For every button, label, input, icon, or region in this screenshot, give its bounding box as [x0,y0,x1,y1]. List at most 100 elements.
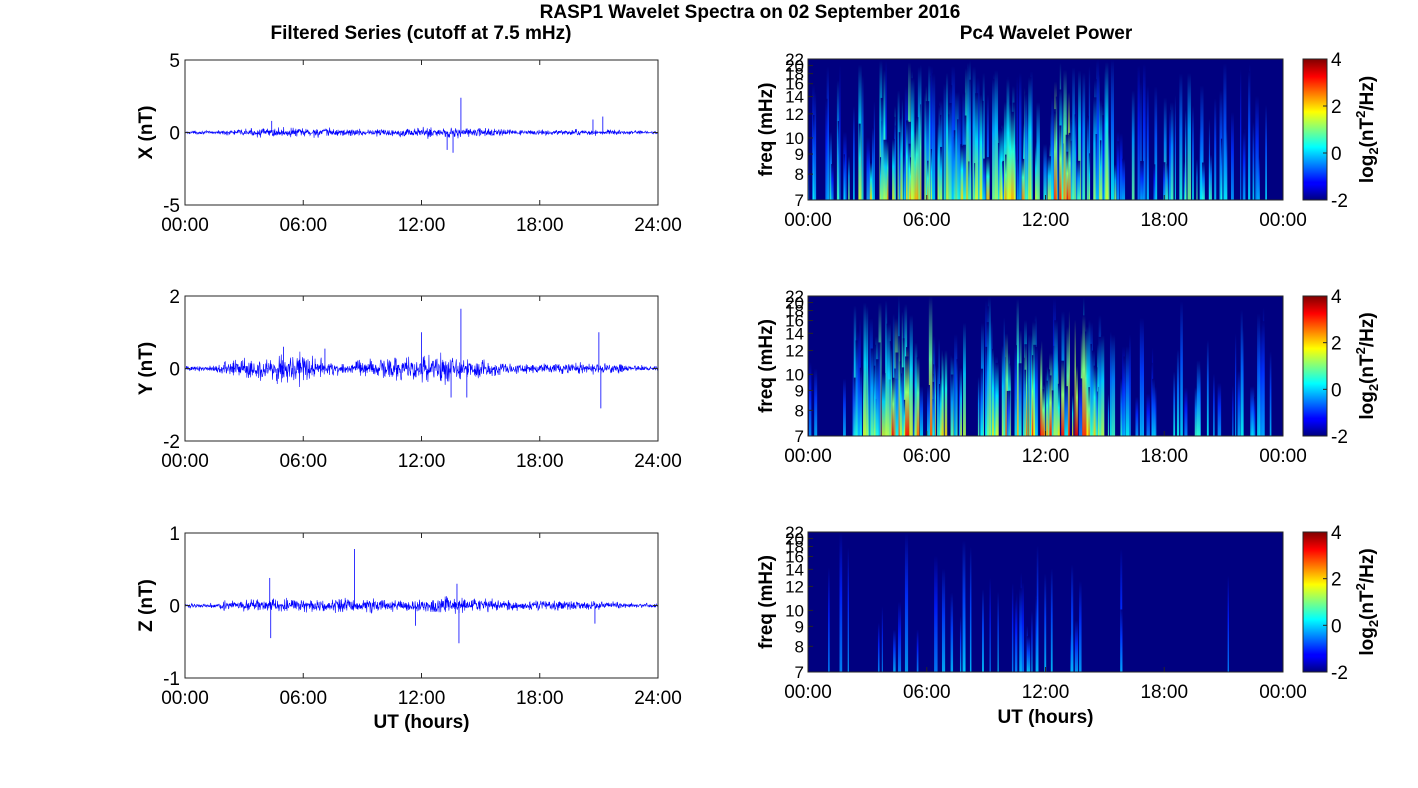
power-streak-z-198 [1011,582,1014,672]
power-streak-y-325 [1140,317,1144,436]
power-streak-y-208 [1237,370,1241,436]
y-tick-label-z-1: 0 [169,597,180,618]
power-streak-x-275 [1005,154,1007,200]
x-axis-label-right: UT (hours) [997,707,1093,728]
power-streak-y-211 [898,336,901,436]
power-streak-x-420 [928,65,931,201]
power-streak-x-254 [1255,95,1259,200]
power-streak-y-75 [1120,378,1124,436]
colorbar-tick-label-x-1: 2 [1331,97,1342,118]
freq-tick-label-z-2: 9 [795,617,804,636]
power-streak-x-257 [1208,118,1211,200]
power-streak-y-394 [1254,397,1256,436]
x-tick-label-y-2: 12:00 [398,451,446,472]
power-streak-x-424 [917,66,921,200]
power-streak-y-399 [1129,334,1131,436]
colorbar-tick-label-z-1: 2 [1331,570,1342,591]
power-streak-x-238 [1242,131,1245,200]
freq-tick-label-z-4: 12 [785,577,804,596]
power-streak-z-364 [839,532,843,672]
colorbar-tick-label-y-1: 2 [1331,334,1342,355]
power-streak-x-518 [960,145,964,200]
power-streak-x-378 [1088,153,1090,200]
power-streak-x-446 [885,60,887,200]
power-streak-y-479 [905,356,909,436]
x-tick-label-y-0: 00:00 [161,451,209,472]
power-streak-y-183 [937,365,939,436]
power-streak-y-287 [1033,344,1037,436]
colorbar-tick-label-z-3: -2 [1331,663,1348,684]
power-streak-y-454 [1107,393,1110,436]
power-streak-x-189 [1030,71,1033,200]
power-streak-x-369 [958,91,960,200]
power-streak-x-79 [1208,154,1212,200]
power-streak-y-401 [1014,345,1017,436]
power-streak-y-486 [1034,346,1039,436]
series-panel-x: -5 0 5 00:00 06:00 12:00 18:00 24:00 X (nT) [136,51,682,236]
power-streak-y-464 [853,377,856,436]
power-streak-y-405 [940,377,943,436]
power-streak-y-310 [932,381,935,436]
power-streak-x-98 [839,64,841,201]
power-streak-y-164 [843,378,846,436]
colorbar-gradient [1302,531,1328,673]
power-streak-y-515 [1196,360,1201,436]
power-streak-x-501 [831,164,834,200]
power-streak-z-99 [1120,609,1123,672]
y-axis-label-x: X (nT) [136,106,157,160]
freq-tick-label-z-1: 8 [795,637,804,656]
power-streak-y-25 [1250,386,1254,436]
freq-tick-label-x-6: 16 [785,75,804,94]
power-streak-y-214 [1242,327,1244,436]
power-streak-y-387 [868,366,870,436]
power-streak-x-438 [1163,162,1166,200]
freq-tick-label-z-3: 10 [785,601,804,620]
power-streak-y-357 [853,305,857,436]
power-streak-x-514 [1036,102,1040,200]
power-streak-y-491 [941,349,943,436]
power-streak-y-474 [1123,356,1126,436]
power-streak-x-31 [826,66,830,200]
power-streak-y-293 [1257,313,1261,436]
freq-tick-label-z-7: 18 [785,538,804,557]
power-streak-y-400 [992,348,994,436]
power-streak-y-385 [1240,309,1243,436]
y-tick-label-z-0: -1 [163,669,180,690]
power-streak-z-100 [847,547,849,672]
power-streak-x-37 [1214,98,1217,200]
power-streak-y-480 [986,322,989,436]
freq-tick-label-x-2: 9 [795,145,804,164]
power-streak-x-507 [814,91,817,200]
power-streak-y-333 [995,362,999,436]
power-streak-x-217 [947,114,950,200]
power-streak-y-252 [1030,335,1033,436]
power-streak-y-492 [934,335,936,436]
power-streak-y-346 [1078,378,1083,436]
power-streak-x-336 [894,116,896,200]
power-streak-x-231 [982,72,985,200]
power-streak-z-328 [950,592,954,672]
power-streak-z-507 [916,629,919,672]
power-streak-z-277 [962,540,966,672]
power-streak-y-144 [989,320,993,436]
power-streak-x-309 [1174,95,1176,200]
x-tick-label-wave-x-4: 00:00 [1259,210,1307,231]
colorbar-tick-label-y-3: -2 [1331,427,1348,448]
power-streak-x-470 [969,79,971,200]
power-streak-x-386 [1007,103,1012,200]
power-streak-y-471 [1093,365,1096,436]
power-streak-y-440 [886,323,890,436]
power-streak-x-307 [951,65,954,200]
power-streak-x-333 [1252,121,1255,200]
power-streak-x-467 [1055,96,1058,200]
power-streak-x-363 [996,142,1000,200]
power-streak-x-447 [883,69,886,200]
power-streak-y-367 [1016,298,1019,436]
power-streak-x-205 [1076,160,1081,200]
power-streak-x-8 [1074,99,1077,200]
series-panel-z: -1 0 1 00:00 06:00 12:00 18:00 24:00 Z (nT) UT (h… [136,524,682,733]
power-streak-x-410 [879,157,882,200]
